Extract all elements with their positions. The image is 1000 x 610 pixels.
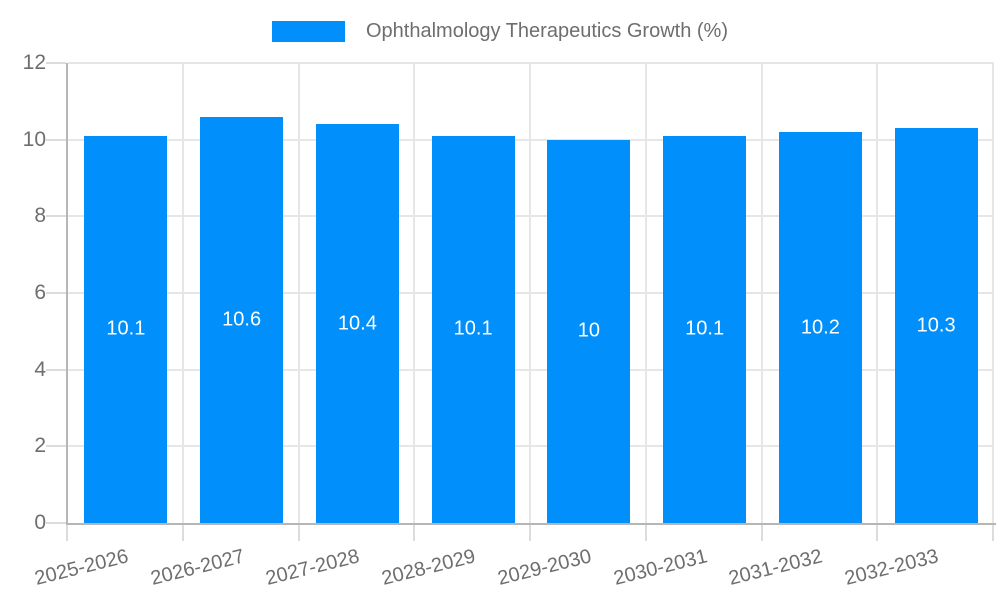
gridline-vertical (992, 63, 994, 523)
y-axis-tick (46, 522, 66, 524)
x-axis-tick (644, 525, 647, 541)
gridline-horizontal (68, 445, 994, 448)
gridline-vertical (529, 63, 531, 523)
bar[interactable]: 10.1 (84, 135, 168, 523)
x-axis-tick (66, 525, 68, 541)
y-axis-label: 8 (34, 204, 46, 228)
gridline-vertical (181, 63, 184, 523)
gridline-vertical (760, 63, 763, 523)
gridline-horizontal (68, 138, 994, 141)
x-axis-tick (992, 525, 994, 541)
x-axis-tick (876, 525, 879, 541)
gridline-vertical (644, 63, 647, 523)
bar-value-label: 10.1 (106, 317, 146, 340)
legend-label[interactable]: Ophthalmology Therapeutics Growth (%) (365, 20, 728, 42)
bar-value-label: 10.6 (222, 308, 262, 331)
bar[interactable]: 10 (547, 139, 631, 523)
y-axis-tick (46, 292, 66, 294)
y-axis-label: 2 (34, 434, 46, 458)
bar-value-label: 10.2 (800, 316, 840, 338)
y-axis-tick (46, 138, 66, 141)
bar[interactable]: 10.1 (663, 135, 747, 523)
bar-value-label: 10.3 (916, 314, 956, 337)
bar-value-label: 10.1 (453, 317, 493, 340)
bar[interactable]: 10.2 (778, 132, 862, 523)
x-axis-tick (181, 525, 184, 541)
bar[interactable]: 10.1 (431, 135, 515, 523)
bar-value-label: 10.1 (685, 317, 725, 340)
gridline-horizontal (68, 215, 994, 218)
bar-value-label: 10.4 (337, 312, 377, 335)
y-axis-label: 0 (34, 511, 46, 534)
chart-legend: Ophthalmology Therapeutics Growth (%) (0, 20, 1000, 43)
gridline-horizontal (68, 368, 994, 371)
gridline-horizontal (68, 62, 994, 64)
y-axis-tick (46, 215, 66, 218)
x-axis-line (66, 523, 996, 525)
plot-area: 0 2 4 6 8 10 12 10.1 10.6 10.4 10.1 10 10.1 10.2 10.3 2… (23, 51, 996, 590)
y-axis-tick (46, 62, 66, 64)
x-axis-tick (760, 525, 763, 541)
y-axis-line (66, 63, 68, 525)
gridline-vertical (297, 63, 300, 523)
y-axis-label: 6 (34, 281, 46, 304)
y-axis-label: 10 (22, 127, 46, 151)
y-axis-tick (46, 368, 66, 371)
bar[interactable]: 10.6 (200, 116, 284, 523)
gridline-horizontal (68, 292, 994, 294)
gridline-vertical (413, 63, 416, 523)
legend-swatch[interactable] (271, 21, 345, 42)
bar[interactable]: 10.3 (894, 128, 978, 523)
y-axis-label: 4 (34, 357, 46, 381)
x-axis-tick (297, 525, 300, 541)
x-axis-tick (413, 525, 416, 541)
x-axis-tick (529, 525, 531, 541)
gridline-vertical (876, 63, 879, 523)
y-axis-tick (46, 445, 66, 448)
y-axis-label: 12 (22, 51, 46, 74)
bar-value-label: 10 (577, 319, 600, 342)
bar[interactable]: 10.4 (315, 124, 399, 523)
